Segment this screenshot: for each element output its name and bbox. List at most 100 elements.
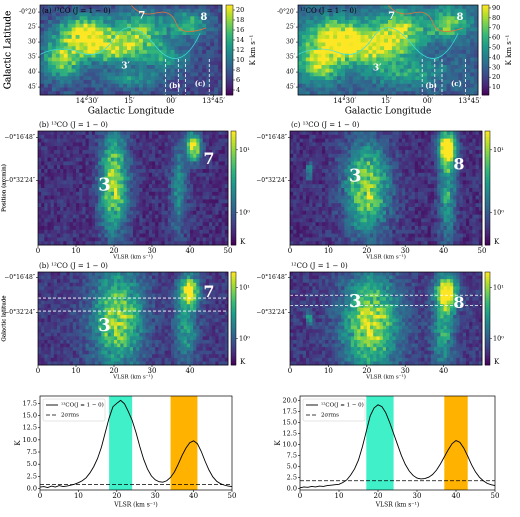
map-pixel	[149, 131, 153, 135]
map-pixel	[107, 65, 111, 69]
map-pixel	[107, 61, 111, 65]
map-pixel	[322, 165, 326, 169]
map-pixel	[135, 5, 139, 9]
map-pixel	[99, 43, 103, 47]
map-pixel	[51, 161, 55, 165]
map-pixel	[72, 84, 76, 88]
map-pixel	[415, 43, 419, 47]
map-pixel	[439, 58, 443, 62]
map-pixel	[95, 35, 99, 39]
map-pixel	[290, 139, 294, 143]
map-pixel	[209, 139, 213, 143]
map-pixel	[60, 230, 64, 234]
map-pixel	[64, 50, 68, 54]
map-pixel	[408, 28, 412, 32]
map-pixel	[333, 24, 337, 28]
map-pixel	[384, 73, 388, 77]
map-pixel	[82, 150, 86, 154]
map-pixel	[345, 31, 349, 35]
map-pixel	[127, 234, 131, 238]
map-pixel	[332, 234, 336, 238]
map-pixel	[139, 5, 143, 9]
map-pixel	[333, 58, 337, 62]
map-pixel	[80, 28, 84, 32]
map-pixel	[316, 150, 320, 154]
map-pixel	[44, 135, 48, 139]
map-pixel	[127, 165, 131, 169]
map-pixel	[361, 43, 365, 47]
map-pixel	[439, 76, 443, 80]
map-pixel	[206, 131, 210, 135]
map-pixel	[198, 39, 202, 43]
map-pixel	[400, 31, 404, 35]
map-pixel	[54, 161, 58, 165]
map-pixel	[206, 73, 210, 77]
map-pixel	[404, 69, 408, 73]
map-pixel	[158, 184, 162, 188]
map-pixel	[186, 58, 190, 62]
map-pixel	[171, 230, 175, 234]
map-pixel	[302, 54, 306, 58]
map-pixel	[44, 154, 48, 158]
map-pixel	[298, 61, 302, 65]
map-pixel	[222, 169, 226, 173]
map-pixel	[101, 158, 105, 162]
map-pixel	[155, 234, 159, 238]
map-pixel	[341, 173, 345, 177]
map-pixel	[209, 188, 213, 192]
map-pixel	[466, 13, 470, 17]
map-pixel	[214, 28, 218, 32]
map-pixel	[135, 24, 139, 28]
map-pixel	[158, 146, 162, 150]
map-pixel	[364, 207, 368, 211]
map-pixel	[143, 215, 147, 219]
map-pixel	[131, 50, 135, 54]
map-pixel	[196, 177, 200, 181]
map-pixel	[70, 237, 74, 241]
colorbar-tick-label: 8	[236, 66, 240, 74]
map-pixel	[103, 43, 107, 47]
map-pixel	[155, 146, 159, 150]
map-pixel	[184, 161, 188, 165]
map-pixel	[466, 9, 470, 13]
map-pixel	[163, 88, 167, 92]
map-pixel	[190, 9, 194, 13]
y-tick-label: -0°20′	[19, 9, 37, 16]
map-pixel	[127, 146, 131, 150]
map-pixel	[130, 218, 134, 222]
map-pixel	[306, 135, 310, 139]
map-pixel	[298, 28, 302, 32]
map-pixel	[196, 211, 200, 215]
map-pixel	[174, 226, 178, 230]
map-pixel	[158, 177, 162, 181]
map-pixel	[290, 192, 294, 196]
map-pixel	[345, 76, 349, 80]
map-pixel	[348, 237, 352, 241]
map-pixel	[187, 169, 191, 173]
map-pixel	[435, 73, 439, 77]
map-pixel	[341, 150, 345, 154]
map-pixel	[57, 234, 61, 238]
map-pixel	[332, 192, 336, 196]
map-pixel	[302, 76, 306, 80]
map-pixel	[92, 234, 96, 238]
map-pixel	[348, 230, 352, 234]
map-pixel	[98, 165, 102, 169]
map-pixel	[186, 84, 190, 88]
map-pixel	[136, 158, 140, 162]
map-pixel	[124, 177, 128, 181]
map-pixel	[38, 146, 42, 150]
map-pixel	[143, 161, 147, 165]
map-pixel	[72, 80, 76, 84]
map-pixel	[302, 35, 306, 39]
map-pixel	[210, 24, 214, 28]
map-pixel	[364, 203, 368, 207]
map-pixel	[338, 199, 342, 203]
map-pixel	[219, 215, 223, 219]
map-pixel	[133, 237, 137, 241]
map-pixel	[60, 39, 64, 43]
map-pixel	[139, 203, 143, 207]
map-pixel	[147, 58, 151, 62]
map-pixel	[143, 39, 147, 43]
map-pixel	[214, 5, 218, 9]
